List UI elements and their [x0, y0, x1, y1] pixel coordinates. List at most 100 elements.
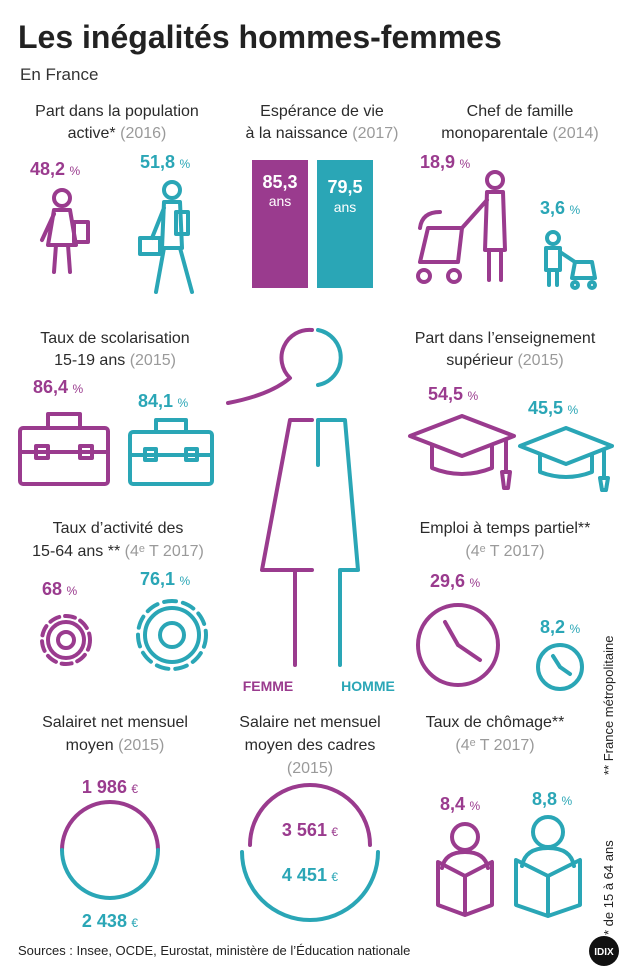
unit: € — [131, 916, 138, 930]
value-femme: 18,9 % — [420, 152, 471, 172]
arc-homme — [240, 850, 380, 922]
year: (2015) — [287, 760, 333, 777]
value-homme: 51,8 % — [140, 152, 191, 172]
value-femme: 29,6 % — [430, 571, 481, 591]
value: 8,4 — [440, 794, 465, 814]
year: (2017) — [352, 125, 398, 142]
unit: % — [470, 576, 481, 590]
panel-label: Taux de chômage** — [426, 714, 565, 731]
unit: € — [131, 782, 138, 796]
label-line: à la naissance — [246, 125, 348, 142]
panel-label: supérieur (2015) — [446, 352, 563, 369]
value-homme: 2 438 € — [82, 911, 139, 931]
unit: % — [178, 396, 189, 410]
year: (2015) — [118, 737, 164, 754]
arc-femme — [60, 800, 160, 852]
logo: IDIX — [594, 947, 614, 958]
unit: % — [561, 794, 572, 808]
value-homme: 8,8 % — [532, 789, 572, 809]
panel-label: Part dans la population — [35, 103, 199, 120]
unit: % — [569, 622, 580, 636]
sources: Sources : Insee, OCDE, Eurostat, ministè… — [18, 943, 410, 958]
value: 84,1 — [138, 391, 173, 411]
label-line: 15-19 ans — [54, 352, 125, 369]
panel-label: Part dans l’enseignement — [415, 330, 596, 347]
cap-icon — [518, 426, 614, 492]
value-homme: 8,2 % — [540, 617, 580, 637]
man-stroller-icon — [544, 230, 597, 290]
gear-icon — [40, 614, 92, 666]
panel-label: moyen (2015) — [66, 737, 165, 754]
label-line: 15-64 ans ** — [32, 543, 120, 560]
panel-label: à la naissance (2017) — [246, 125, 399, 142]
value: 2 438 — [82, 911, 127, 931]
unit: ans — [334, 199, 357, 215]
unit: € — [331, 825, 338, 839]
woman-icon — [40, 188, 90, 274]
value-femme: 8,4 % — [440, 794, 480, 814]
value: 18,9 — [420, 152, 455, 172]
value-femme: 48,2 % — [30, 159, 81, 179]
label-line: supérieur — [446, 352, 513, 369]
value: 8,8 — [532, 789, 557, 809]
cap-icon — [408, 414, 516, 490]
clock-icon — [416, 603, 500, 687]
value: 3,6 — [540, 198, 565, 218]
panel-label: Chef de famille — [467, 103, 574, 120]
unit: % — [469, 799, 480, 813]
panel-label: Salaire net mensuel — [239, 714, 380, 731]
year: (4ᵉ T 2017) — [465, 543, 544, 560]
panel-label: Taux d’activité des — [53, 520, 184, 537]
value-homme: 84,1 % — [138, 391, 189, 411]
briefcase-icon — [18, 412, 110, 486]
note: ** France métropolitaine — [601, 636, 616, 775]
label-line: moyen — [66, 737, 114, 754]
year: (2016) — [120, 125, 166, 142]
year: (2015) — [130, 352, 176, 369]
value-homme: 76,1 % — [140, 569, 191, 589]
subtitle: En France — [20, 65, 98, 84]
panel-label: active* (2016) — [68, 125, 167, 142]
value-femme: 3 561 € — [282, 820, 339, 840]
panel-label: Emploi à temps partiel** — [420, 520, 591, 537]
bar-homme — [317, 160, 373, 288]
value: 54,5 — [428, 384, 463, 404]
value-femme: 1 986 € — [82, 777, 139, 797]
panel-label: Salairet net mensuel — [42, 714, 188, 731]
unit: % — [468, 389, 479, 403]
figure-label: HOMME — [341, 678, 395, 694]
value-homme: 4 451 € — [282, 865, 339, 885]
value: 29,6 — [430, 571, 465, 591]
value: 76,1 — [140, 569, 175, 589]
unit: % — [70, 164, 81, 178]
unit: € — [331, 870, 338, 884]
value: 3 561 — [282, 820, 327, 840]
value-femme: 68 % — [42, 579, 77, 599]
reader-icon — [514, 815, 582, 918]
year: (2015) — [517, 352, 563, 369]
panel-label: Espérance de vie — [260, 103, 384, 120]
panel-label: 15-19 ans (2015) — [54, 352, 176, 369]
unit: % — [180, 574, 191, 588]
unit: % — [180, 157, 191, 171]
label-line: active* — [68, 125, 116, 142]
value-femme: 86,4 % — [33, 377, 84, 397]
year: (4ᵉ T 2017) — [125, 543, 204, 560]
value-homme: 3,6 % — [540, 198, 580, 218]
title: Les inégalités hommes-femmes — [18, 19, 502, 55]
unit: % — [66, 584, 77, 598]
unit: % — [569, 203, 580, 217]
panel-label: 15-64 ans ** (4ᵉ T 2017) — [32, 543, 204, 560]
gear-icon — [136, 599, 208, 671]
arc-femme — [248, 783, 372, 847]
unit: ans — [269, 193, 292, 209]
value: 85,3 — [262, 172, 297, 192]
value: 48,2 — [30, 159, 65, 179]
label-line: monoparentale — [441, 125, 548, 142]
panel-label: moyen des cadres — [245, 737, 376, 754]
unit: % — [73, 382, 84, 396]
value-femme: 54,5 % — [428, 384, 479, 404]
value: 4 451 — [282, 865, 327, 885]
